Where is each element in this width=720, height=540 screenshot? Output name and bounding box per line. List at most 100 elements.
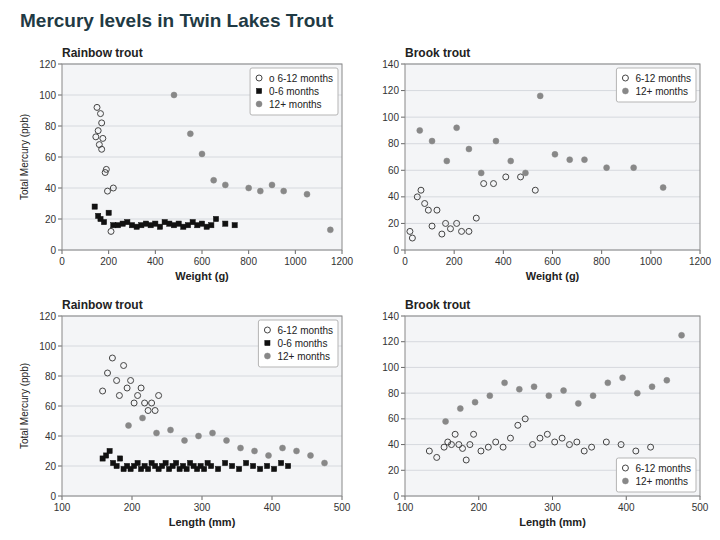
- y-tick: [58, 250, 62, 251]
- point: [131, 400, 137, 406]
- point: [138, 385, 144, 391]
- point: [280, 445, 286, 451]
- y-tick-label: 120: [382, 85, 399, 96]
- point: [95, 128, 101, 134]
- y-tick: [58, 64, 62, 65]
- y-tick: [58, 316, 62, 317]
- legend: 6-12 months0-6 months12+ months: [258, 320, 338, 367]
- y-axis-label: Total Mercury (ppb): [19, 363, 30, 449]
- point: [107, 448, 112, 453]
- point: [258, 466, 263, 471]
- grid-line: [405, 117, 700, 118]
- point: [425, 207, 431, 213]
- point: [105, 370, 111, 376]
- y-tick-label: 60: [45, 152, 57, 163]
- point: [522, 170, 528, 176]
- y-tick-label: 100: [382, 362, 399, 373]
- point: [196, 433, 202, 439]
- point: [561, 388, 567, 394]
- point: [478, 170, 484, 176]
- point: [463, 457, 469, 463]
- point: [466, 228, 472, 234]
- point: [171, 92, 177, 98]
- x-tick-label: 200: [124, 502, 141, 513]
- point: [664, 377, 670, 383]
- x-tick-label: 1200: [331, 256, 354, 267]
- point: [121, 363, 127, 369]
- point: [308, 453, 314, 459]
- y-tick-label: 40: [388, 191, 400, 202]
- y-tick: [401, 64, 405, 65]
- point: [633, 448, 639, 454]
- y-tick: [58, 406, 62, 407]
- point: [546, 393, 552, 399]
- point: [429, 223, 435, 229]
- x-tick-label: 100: [397, 502, 414, 513]
- x-tick: [650, 250, 651, 254]
- point: [648, 444, 654, 450]
- point: [149, 400, 155, 406]
- point: [457, 406, 463, 412]
- x-tick-label: 200: [470, 502, 487, 513]
- point: [135, 460, 140, 465]
- point: [135, 393, 141, 399]
- point: [269, 182, 275, 188]
- y-tick-label: 20: [388, 218, 400, 229]
- point: [634, 390, 640, 396]
- legend: 6-12 months12+ months: [616, 458, 696, 492]
- point: [327, 227, 333, 233]
- point: [518, 174, 524, 180]
- grid-line: [62, 436, 342, 437]
- x-tick: [503, 250, 504, 254]
- point: [417, 127, 423, 133]
- x-tick: [202, 250, 203, 254]
- point: [454, 125, 460, 131]
- point: [140, 415, 146, 421]
- point: [460, 445, 466, 451]
- point: [485, 444, 491, 450]
- point: [230, 463, 235, 468]
- point: [575, 400, 581, 406]
- y-tick: [58, 376, 62, 377]
- x-tick-label: 600: [544, 256, 561, 267]
- y-tick-label: 120: [39, 311, 56, 322]
- y-tick-label: 100: [39, 90, 56, 101]
- point: [128, 378, 134, 384]
- figure: Mercury levels in Twin Lakes Trout020406…: [0, 0, 720, 540]
- grid-line: [62, 188, 342, 189]
- point: [500, 444, 506, 450]
- point: [101, 220, 106, 225]
- y-tick: [58, 436, 62, 437]
- point: [456, 442, 462, 448]
- grid-line: [405, 367, 700, 368]
- x-tick-label: 400: [264, 502, 281, 513]
- y-tick: [58, 466, 62, 467]
- series: [126, 415, 328, 466]
- point: [224, 438, 230, 444]
- y-tick-label: 140: [382, 59, 399, 70]
- x-tick-label: 200: [100, 256, 117, 267]
- point: [99, 120, 105, 126]
- x-tick: [700, 250, 701, 254]
- grid-line: [62, 126, 342, 127]
- legend-swatch: [265, 340, 270, 345]
- x-tick-label: 1000: [284, 256, 307, 267]
- point: [487, 393, 493, 399]
- point: [154, 430, 160, 436]
- plot-area: [62, 316, 342, 496]
- y-tick: [401, 444, 405, 445]
- point: [211, 177, 217, 183]
- series: [92, 204, 237, 229]
- legend: 6-12 months12+ months: [616, 68, 696, 102]
- point: [93, 134, 99, 140]
- series: [443, 332, 685, 424]
- point: [322, 460, 328, 466]
- x-tick: [478, 496, 479, 500]
- x-tick-label: 500: [692, 502, 709, 513]
- legend-swatch: [256, 88, 261, 93]
- x-tick: [626, 496, 627, 500]
- point: [444, 158, 450, 164]
- point: [184, 466, 189, 471]
- point: [537, 93, 543, 99]
- point: [266, 453, 272, 459]
